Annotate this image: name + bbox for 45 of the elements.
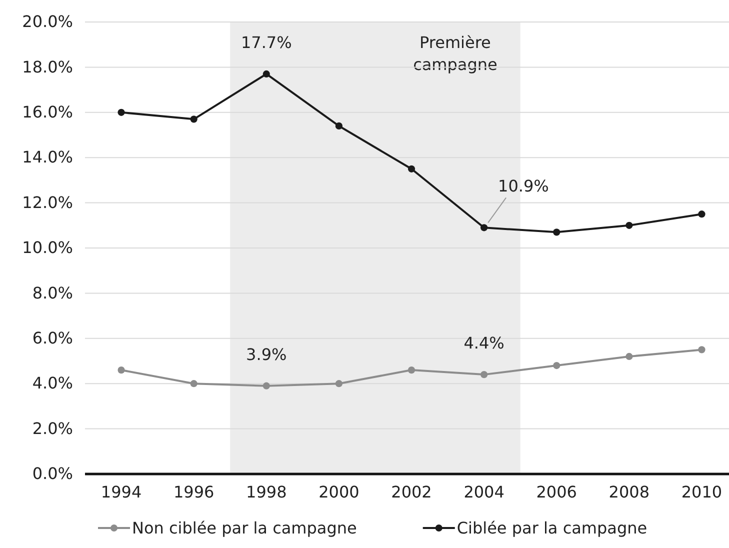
legend-label: Ciblée par la campagne: [456, 518, 648, 538]
point: [118, 366, 125, 374]
y-tick-label: 16.0%: [22, 102, 73, 122]
point: [480, 224, 488, 232]
y-tick-label: 12.0%: [22, 192, 73, 212]
y-tick-label: 6.0%: [32, 328, 73, 348]
data-label: 4.4%: [464, 334, 504, 353]
y-tick-label: 20.0%: [22, 12, 73, 32]
y-tick-label: 18.0%: [22, 57, 73, 76]
point: [698, 210, 706, 218]
y-tick-label: 0.0%: [32, 464, 73, 484]
x-tick-label: 2008: [608, 482, 650, 502]
point: [190, 380, 198, 388]
x-tick-label: 1998: [246, 482, 287, 502]
point: [408, 165, 416, 172]
point: [335, 380, 343, 388]
point: [118, 108, 125, 116]
data-label: 17.7%: [240, 32, 292, 52]
point: [190, 116, 198, 123]
y-tick-label: 14.0%: [22, 148, 73, 167]
point: [553, 228, 560, 236]
y-tick-label: 8.0%: [32, 283, 73, 302]
point: [626, 222, 633, 229]
point: [262, 382, 270, 390]
data-label: 10.9%: [498, 176, 549, 196]
point: [626, 352, 633, 360]
point: [553, 362, 560, 370]
point: [698, 346, 706, 354]
y-tick-label: 2.0%: [32, 418, 73, 438]
x-tick-label: 2000: [318, 482, 360, 502]
x-tick-label: 1996: [173, 482, 214, 502]
point: [262, 70, 270, 78]
band-label: Première campagne: [413, 33, 498, 74]
y-tick-label: 4.0%: [32, 374, 73, 393]
legend-label: Non ciblée par la campagne: [132, 518, 357, 538]
point: [480, 371, 488, 378]
point: [408, 366, 416, 374]
point: [335, 122, 343, 130]
x-tick-label: 2004: [464, 482, 504, 502]
y-tick-label: 10.0%: [22, 238, 73, 258]
x-tick-label: 2006: [536, 482, 577, 502]
x-tick-label: 2002: [391, 482, 432, 502]
x-tick-label: 1994: [100, 482, 142, 502]
x-tick-label: 2010: [681, 482, 722, 502]
data-label: 3.9%: [246, 344, 287, 364]
